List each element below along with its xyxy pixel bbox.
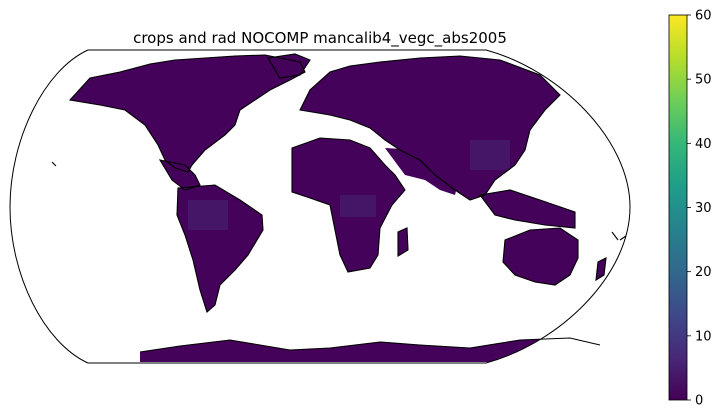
colorbar-tick-label: 60 bbox=[695, 9, 712, 24]
colorbar-tick-label: 30 bbox=[695, 201, 712, 216]
land-southeast-asia bbox=[480, 190, 575, 228]
colorbar: 0 10 20 30 40 50 60 bbox=[668, 9, 712, 409]
colorbar-ticks: 0 10 20 30 40 50 60 bbox=[687, 9, 712, 409]
coastline bbox=[158, 159, 201, 191]
coastline bbox=[68, 54, 306, 173]
colorbar-tick-label: 10 bbox=[695, 329, 712, 344]
land-south-america bbox=[177, 185, 263, 312]
colorbar-tick-label: 20 bbox=[695, 265, 712, 280]
colorbar-bar bbox=[668, 14, 688, 401]
coastline bbox=[267, 53, 311, 79]
coastline bbox=[291, 137, 406, 273]
patch-congo bbox=[340, 195, 376, 217]
colorbar-tick-label: 40 bbox=[695, 137, 712, 152]
coastline bbox=[479, 189, 576, 229]
land-greenland bbox=[268, 54, 310, 78]
coastlines bbox=[51, 53, 627, 353]
globe-outline bbox=[9, 49, 631, 364]
coastline bbox=[139, 337, 601, 353]
map-area bbox=[9, 49, 631, 364]
land-antarctica bbox=[140, 338, 600, 362]
colorbar-tick-label: 0 bbox=[695, 394, 703, 409]
colorbar-tick-label: 50 bbox=[695, 73, 712, 88]
land-africa bbox=[292, 138, 405, 272]
patch-amazon bbox=[188, 200, 228, 230]
coastline bbox=[176, 184, 264, 313]
coastline bbox=[397, 227, 409, 257]
land-central-america bbox=[160, 160, 200, 190]
coastline bbox=[51, 161, 627, 241]
land-north-america bbox=[70, 55, 305, 172]
coastline bbox=[299, 55, 561, 201]
map-title: crops and rad NOCOMP mancalib4_vegc_abs2… bbox=[133, 29, 507, 48]
coastline bbox=[502, 227, 579, 286]
patch-east-asia bbox=[470, 140, 510, 170]
coastline bbox=[595, 257, 607, 282]
vegetation-field bbox=[70, 54, 606, 362]
land-eurasia bbox=[300, 56, 560, 200]
land-australia bbox=[503, 228, 578, 285]
land-madagascar bbox=[398, 228, 408, 256]
land-new-zealand bbox=[596, 258, 606, 280]
land-south-asia bbox=[385, 148, 460, 195]
